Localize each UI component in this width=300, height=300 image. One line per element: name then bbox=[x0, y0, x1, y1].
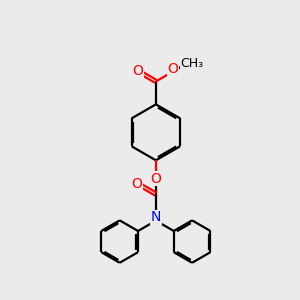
Text: O: O bbox=[151, 172, 161, 186]
Text: O: O bbox=[132, 177, 142, 190]
Text: N: N bbox=[151, 210, 161, 224]
Text: CH₃: CH₃ bbox=[181, 57, 204, 70]
Text: O: O bbox=[132, 64, 143, 78]
Text: O: O bbox=[167, 62, 178, 76]
